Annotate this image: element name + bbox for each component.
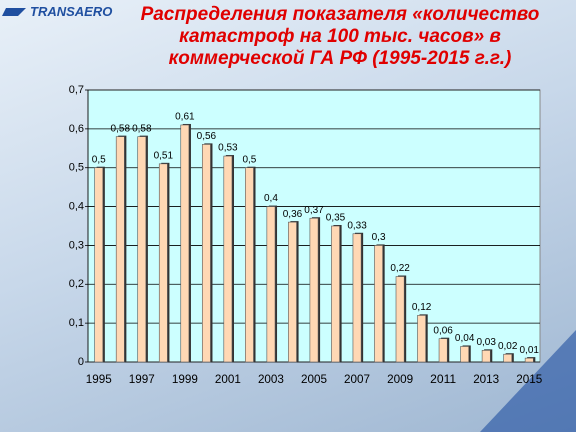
data-label: 0,33 bbox=[347, 220, 367, 231]
x-tick-label: 2011 bbox=[430, 372, 456, 386]
bar bbox=[309, 217, 319, 363]
data-label: 0,51 bbox=[154, 150, 174, 161]
bar bbox=[137, 136, 147, 363]
data-label: 0,58 bbox=[111, 123, 131, 134]
bar bbox=[94, 167, 104, 363]
bar bbox=[481, 350, 491, 363]
x-tick-label: 2013 bbox=[473, 372, 499, 386]
bar bbox=[503, 353, 513, 363]
bar bbox=[438, 338, 448, 363]
bar bbox=[266, 206, 276, 363]
bar bbox=[115, 136, 125, 363]
bar bbox=[223, 155, 233, 363]
y-tick-label: 0,7 bbox=[69, 84, 84, 96]
data-label: 0,5 bbox=[242, 154, 256, 165]
x-tick-label: 2007 bbox=[344, 372, 370, 386]
y-tick-label: 0,3 bbox=[69, 239, 84, 251]
data-label: 0,56 bbox=[197, 131, 217, 142]
logo-icon bbox=[2, 8, 26, 16]
x-tick-label: 1995 bbox=[86, 372, 112, 386]
logo: TRANSAERO bbox=[30, 4, 113, 19]
data-label: 0,12 bbox=[412, 302, 432, 313]
bar bbox=[524, 357, 534, 363]
bar bbox=[374, 245, 383, 363]
data-label: 0,03 bbox=[476, 337, 496, 348]
data-label: 0,3 bbox=[372, 232, 386, 243]
data-label: 0,4 bbox=[264, 193, 278, 204]
chart-title: Распределения показателя «количество кат… bbox=[140, 4, 540, 69]
bar bbox=[245, 167, 254, 363]
data-label: 0,04 bbox=[455, 333, 475, 344]
data-label: 0,37 bbox=[304, 205, 324, 216]
bar bbox=[288, 221, 297, 363]
data-label: 0,22 bbox=[390, 263, 410, 274]
x-tick-label: 2009 bbox=[387, 372, 413, 386]
data-label: 0,02 bbox=[498, 341, 518, 352]
y-tick-label: 0,6 bbox=[69, 123, 84, 135]
y-tick-label: 0 bbox=[78, 356, 84, 368]
x-tick-label: 2005 bbox=[301, 372, 327, 386]
data-label: 0,58 bbox=[132, 123, 152, 134]
bar bbox=[395, 276, 405, 363]
y-tick-label: 0,4 bbox=[69, 200, 84, 212]
bar bbox=[460, 346, 470, 363]
x-tick-label: 1997 bbox=[129, 372, 155, 386]
bar bbox=[352, 233, 362, 363]
bar bbox=[331, 225, 340, 363]
decor bbox=[480, 330, 576, 432]
data-label: 0,35 bbox=[326, 213, 346, 224]
bar bbox=[201, 144, 211, 363]
y-tick-label: 0,2 bbox=[69, 278, 84, 290]
data-label: 0,53 bbox=[218, 143, 238, 154]
x-tick-label: 2003 bbox=[258, 372, 284, 386]
y-tick-label: 0,1 bbox=[69, 317, 84, 329]
data-label: 0,61 bbox=[175, 112, 195, 123]
bar bbox=[158, 163, 168, 363]
bar bbox=[180, 124, 190, 363]
data-label: 0,5 bbox=[92, 154, 106, 165]
bar bbox=[417, 315, 427, 363]
y-tick-label: 0,5 bbox=[69, 162, 84, 174]
data-label: 0,01 bbox=[520, 345, 540, 356]
x-tick-label: 1999 bbox=[172, 372, 198, 386]
x-tick-label: 2001 bbox=[215, 372, 241, 386]
data-label: 0,36 bbox=[283, 209, 303, 220]
data-label: 0,06 bbox=[433, 325, 453, 336]
x-tick-label: 2015 bbox=[516, 372, 542, 386]
